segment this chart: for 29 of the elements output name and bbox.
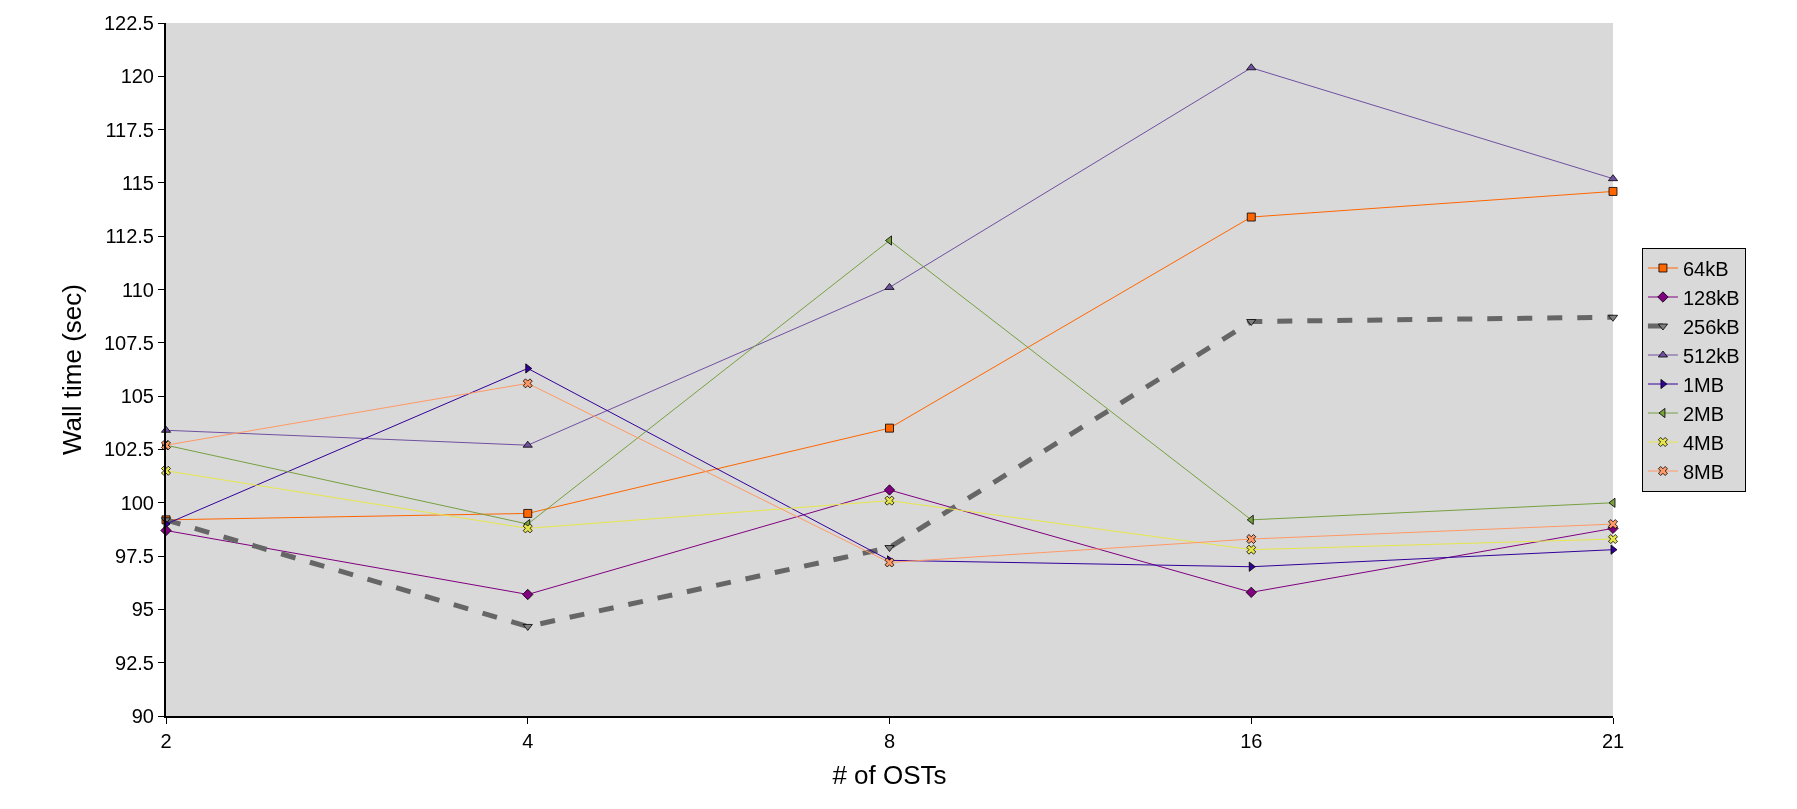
y-tick-label: 95	[131, 598, 154, 621]
legend-label: 1MB	[1682, 373, 1725, 396]
legend-label: 256kB	[1682, 315, 1740, 338]
x-tick-label: 21	[1601, 730, 1625, 752]
y-tick-label: 102.5	[103, 438, 154, 461]
y-tick-label: 112.5	[105, 225, 154, 248]
x-tick-label: 16	[1240, 730, 1263, 752]
y-tick-label: 97.5	[115, 545, 154, 568]
legend-label: 128kB	[1682, 286, 1740, 309]
y-tick-label: 107.5	[103, 331, 154, 354]
y-tick-label: 90	[131, 705, 154, 727]
x-tick-label: 4	[522, 730, 534, 752]
x-axis-title: # of OSTs	[832, 760, 947, 791]
legend-label: 4MB	[1682, 431, 1725, 454]
y-tick-label: 122.5	[103, 12, 154, 34]
legend-label: 2MB	[1682, 402, 1725, 425]
y-axis-title: Wall time (sec)	[56, 284, 87, 455]
y-tick-label: 115	[122, 171, 154, 194]
y-tick-label: 117.5	[105, 118, 154, 141]
legend-label: 8MB	[1682, 460, 1725, 483]
y-tick-label: 110	[122, 278, 154, 301]
y-tick-label: 120	[120, 65, 154, 88]
x-tick-label: 8	[883, 730, 896, 752]
x-tick-label: 2	[160, 730, 172, 752]
y-tick-label: 100	[120, 491, 154, 514]
legend-label: 512kB	[1682, 344, 1740, 367]
y-tick-label: 92.5	[115, 651, 154, 674]
y-tick-label: 105	[120, 385, 154, 408]
legend-label: 64kB	[1682, 257, 1729, 280]
